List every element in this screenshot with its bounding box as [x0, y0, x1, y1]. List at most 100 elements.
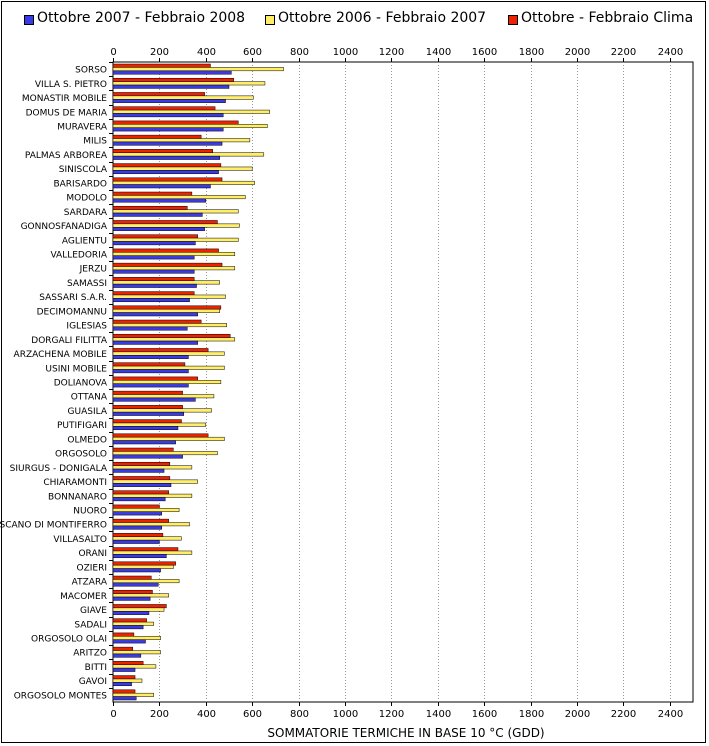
tick-label-top-1800: 1800 — [519, 47, 544, 58]
bar-2007-2008-42 — [112, 667, 136, 672]
bar-2007-2008-41 — [112, 653, 142, 658]
tick-label-bottom-2200: 2200 — [611, 709, 636, 720]
bar-clima-4 — [112, 120, 239, 125]
bar-clima-9 — [112, 191, 193, 196]
bar-2007-2008-21 — [112, 369, 189, 374]
category-labels: SORSO VILLA S. PIETRO MONASTIR MOBILE DOMUS… — [0, 66, 108, 702]
bar-clima-2 — [112, 92, 205, 97]
bar-2006-2007-21 — [112, 365, 225, 370]
tick-label-bottom-1400: 1400 — [426, 709, 451, 720]
bar-2006-2007-23 — [112, 394, 215, 399]
bar-clima-36 — [112, 575, 152, 580]
bar-2006-2007-26 — [112, 436, 225, 441]
bar-2006-2007-4 — [112, 124, 268, 128]
tick-label-top-1400: 1400 — [426, 47, 451, 58]
bar-clima-29 — [112, 476, 171, 481]
bar-clima-3 — [112, 106, 216, 111]
bar-clima-16 — [112, 291, 195, 296]
axes: 0 0 200 200 400 400 600 600 800 800 1000 1000 1200 12… — [109, 47, 683, 720]
legend-label-clima: Ottobre - Febbraio Clima — [521, 10, 694, 26]
bar-clima-43 — [112, 675, 136, 680]
bar-2006-2007-32 — [112, 522, 190, 527]
tick-label-top-800: 800 — [290, 47, 309, 58]
bar-2006-2007-27 — [112, 451, 218, 456]
category-label-24: GUASILA — [68, 407, 108, 417]
bar-clima-25 — [112, 419, 182, 424]
bar-2006-2007-11 — [112, 223, 240, 228]
bar-clima-13 — [112, 248, 219, 253]
category-label-30: BONNANARO — [48, 492, 107, 502]
bar-clima-14 — [112, 262, 223, 267]
category-label-39: SADALI — [74, 620, 107, 630]
bar-2006-2007-22 — [112, 380, 222, 384]
bar-2006-2007-39 — [112, 621, 154, 626]
bar-2007-2008-1 — [112, 84, 230, 89]
bar-2007-2008-6 — [112, 155, 220, 160]
category-label-41: ARITZO — [73, 649, 107, 659]
bar-2007-2008-31 — [112, 511, 162, 516]
bar-2007-2008-14 — [112, 269, 195, 274]
bar-2007-2008-19 — [112, 340, 198, 345]
tick-label-bottom-200: 200 — [150, 709, 169, 720]
bar-2007-2008-10 — [112, 212, 203, 217]
bar-clima-35 — [112, 561, 176, 566]
bar-clima-22 — [112, 376, 198, 381]
x-axis-title: SOMMATORIE TERMICHE IN BASE 10 °C (GDD) — [267, 726, 544, 740]
bar-2007-2008-0 — [112, 70, 232, 75]
bar-2007-2008-36 — [112, 582, 159, 587]
bar-2006-2007-18 — [112, 323, 227, 328]
category-label-44: ORGOSOLO MONTES — [14, 691, 108, 701]
bar-2006-2007-6 — [112, 152, 265, 157]
category-label-23: OTTANA — [71, 393, 108, 403]
category-label-16: SASSARI S.A.R. — [39, 293, 107, 303]
bar-2007-2008-28 — [112, 468, 165, 473]
bar-clima-41 — [112, 646, 133, 651]
bar-clima-21 — [112, 362, 186, 367]
bar-clima-28 — [112, 461, 171, 466]
bar-2007-2008-15 — [112, 283, 197, 288]
bar-2006-2007-30 — [112, 493, 193, 498]
tick-label-top-2000: 2000 — [565, 47, 590, 58]
legend-swatch-2006-2007 — [265, 15, 275, 25]
category-label-9: MODOLO — [66, 194, 107, 204]
tick-label-top-400: 400 — [197, 47, 216, 58]
bar-clima-27 — [112, 447, 174, 452]
category-label-22: DOLIANOVA — [54, 379, 108, 389]
bar-2006-2007-41 — [112, 650, 161, 655]
category-label-29: CHIARAMONTI — [43, 478, 107, 488]
bar-clima-10 — [112, 205, 188, 210]
bar-clima-11 — [112, 220, 218, 225]
bar-2007-2008-23 — [112, 397, 196, 402]
bar-2007-2008-33 — [112, 539, 160, 544]
bar-2007-2008-38 — [112, 611, 150, 615]
bar-2006-2007-19 — [112, 337, 236, 342]
bar-2007-2008-9 — [112, 198, 207, 203]
bar-clima-37 — [112, 589, 153, 594]
bar-2007-2008-25 — [112, 426, 179, 431]
bar-clima-6 — [112, 149, 214, 153]
bar-clima-32 — [112, 518, 169, 523]
bar-2006-2007-40 — [112, 636, 161, 640]
bar-2007-2008-3 — [112, 113, 224, 118]
bar-2007-2008-4 — [112, 127, 224, 132]
category-label-4: MURAVERA — [57, 123, 108, 133]
category-label-18: IGLESIAS — [66, 322, 107, 332]
bar-2006-2007-10 — [112, 209, 239, 214]
bar-clima-33 — [112, 533, 164, 537]
category-label-1: VILLA S. PIETRO — [35, 80, 107, 90]
tick-label-top-2200: 2200 — [611, 47, 636, 58]
bar-2007-2008-8 — [112, 184, 211, 189]
bar-clima-42 — [112, 661, 144, 665]
bar-2007-2008-16 — [112, 298, 190, 303]
category-label-32: SCANO DI MONTIFERRO — [0, 521, 107, 531]
tick-label-top-1200: 1200 — [379, 47, 404, 58]
bar-2007-2008-13 — [112, 255, 195, 260]
bar-clima-8 — [112, 177, 223, 182]
category-label-26: OLMEDO — [67, 435, 107, 445]
category-label-15: SAMASSI — [67, 279, 107, 289]
category-label-0: SORSO — [75, 66, 107, 76]
bar-2007-2008-30 — [112, 497, 166, 502]
bar-2007-2008-24 — [112, 411, 185, 416]
bar-clima-20 — [112, 348, 209, 353]
category-label-37: MACOMER — [60, 592, 107, 602]
